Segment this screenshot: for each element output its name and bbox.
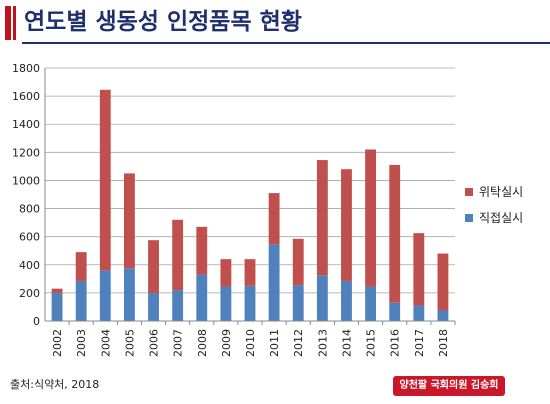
title-accent-bar-thin [13, 6, 16, 40]
bar-direct-2014 [341, 280, 352, 321]
bar-contract-2013 [316, 160, 328, 276]
bar-contract-2007 [172, 219, 184, 291]
y-tick-label: 400 [19, 259, 40, 272]
y-tick-label: 1400 [12, 118, 40, 131]
title-bar: 연도별 생동성 인정품목 현황 [0, 0, 550, 44]
source-note: 출처:식약처, 2018 [10, 378, 100, 391]
y-tick-label: 1800 [12, 62, 40, 75]
credit-badge: 양천팔 국회의원 김승희 [393, 376, 505, 396]
y-tick-label: 1000 [12, 174, 40, 187]
bar-contract-2004 [99, 89, 111, 271]
x-tick-label: 2017 [413, 329, 426, 357]
bar-direct-2003 [75, 280, 87, 321]
bar-contract-2009 [220, 259, 232, 287]
x-tick-label: 2014 [340, 329, 353, 357]
y-tick-labels: 0 200 400 600 800 1000 1200 1400 1600 1800 [12, 62, 40, 328]
x-tick-label: 2011 [268, 329, 281, 357]
y-tick-label: 1200 [12, 146, 40, 159]
bar-contract-2008 [196, 226, 208, 275]
bar-contract-2002 [51, 288, 63, 293]
bar-contract-2003 [75, 252, 87, 281]
legend-swatch [465, 188, 473, 196]
bar-direct-2015 [365, 286, 377, 321]
y-tick-label: 1600 [12, 90, 40, 103]
x-tick-label: 2013 [316, 329, 329, 357]
bar-direct-2002 [51, 292, 63, 321]
bars [51, 89, 449, 321]
x-tick-label: 2018 [437, 329, 450, 357]
bar-direct-2016 [389, 302, 401, 321]
bar-contract-2005 [123, 173, 135, 269]
x-tick-label: 2003 [75, 329, 88, 357]
page-title: 연도별 생동성 인정품목 현황 [24, 9, 302, 35]
bar-direct-2005 [123, 268, 135, 321]
bar-direct-2017 [413, 305, 425, 321]
bar-direct-2006 [148, 292, 159, 321]
bar-contract-2012 [292, 238, 304, 286]
bar-direct-2010 [244, 285, 256, 321]
title-underline [22, 42, 550, 44]
bar-contract-2015 [365, 149, 377, 287]
bar-direct-2009 [220, 286, 232, 321]
axes [44, 68, 456, 325]
y-tick-label: 800 [19, 203, 40, 216]
x-tick-labels: 2002 2003 2004 2005 2006 2007 2008 2009 2010 2011… [51, 329, 450, 357]
legend-label: 직접실시 [479, 211, 523, 225]
x-tick-label: 2015 [365, 329, 378, 357]
bar-direct-2004 [99, 270, 111, 321]
bar-contract-2016 [389, 164, 401, 303]
x-tick-label: 2012 [292, 329, 305, 357]
y-tick-label: 600 [19, 231, 40, 244]
bar-direct-2007 [172, 290, 184, 321]
y-tick-label: 200 [19, 287, 40, 300]
bar-direct-2013 [316, 275, 328, 321]
x-tick-label: 2010 [244, 329, 257, 357]
bar-direct-2012 [292, 285, 304, 321]
bar-contract-2017 [413, 233, 425, 306]
x-tick-label: 2008 [196, 329, 209, 357]
bar-direct-2018 [437, 310, 449, 321]
x-tick-label: 2004 [99, 329, 112, 357]
gridlines [45, 67, 455, 322]
x-tick-label: 2002 [51, 329, 64, 357]
x-tick-label: 2009 [220, 329, 233, 357]
y-tick-label: 0 [33, 315, 40, 328]
bar-contract-2018 [437, 253, 449, 311]
x-tick-label: 2007 [172, 329, 185, 357]
x-tick-label: 2005 [123, 329, 136, 357]
x-tick-label: 2016 [389, 329, 402, 357]
bar-contract-2014 [341, 169, 352, 281]
bar-direct-2008 [196, 274, 208, 321]
bar-contract-2006 [148, 240, 159, 293]
x-tick-label: 2006 [148, 329, 161, 357]
title-accent-bar [5, 6, 11, 40]
bar-contract-2010 [244, 259, 256, 286]
bar-direct-2011 [268, 244, 280, 321]
legend-swatch [465, 214, 473, 222]
legend-label: 위탁실시 [479, 185, 523, 199]
bar-contract-2011 [268, 193, 280, 245]
